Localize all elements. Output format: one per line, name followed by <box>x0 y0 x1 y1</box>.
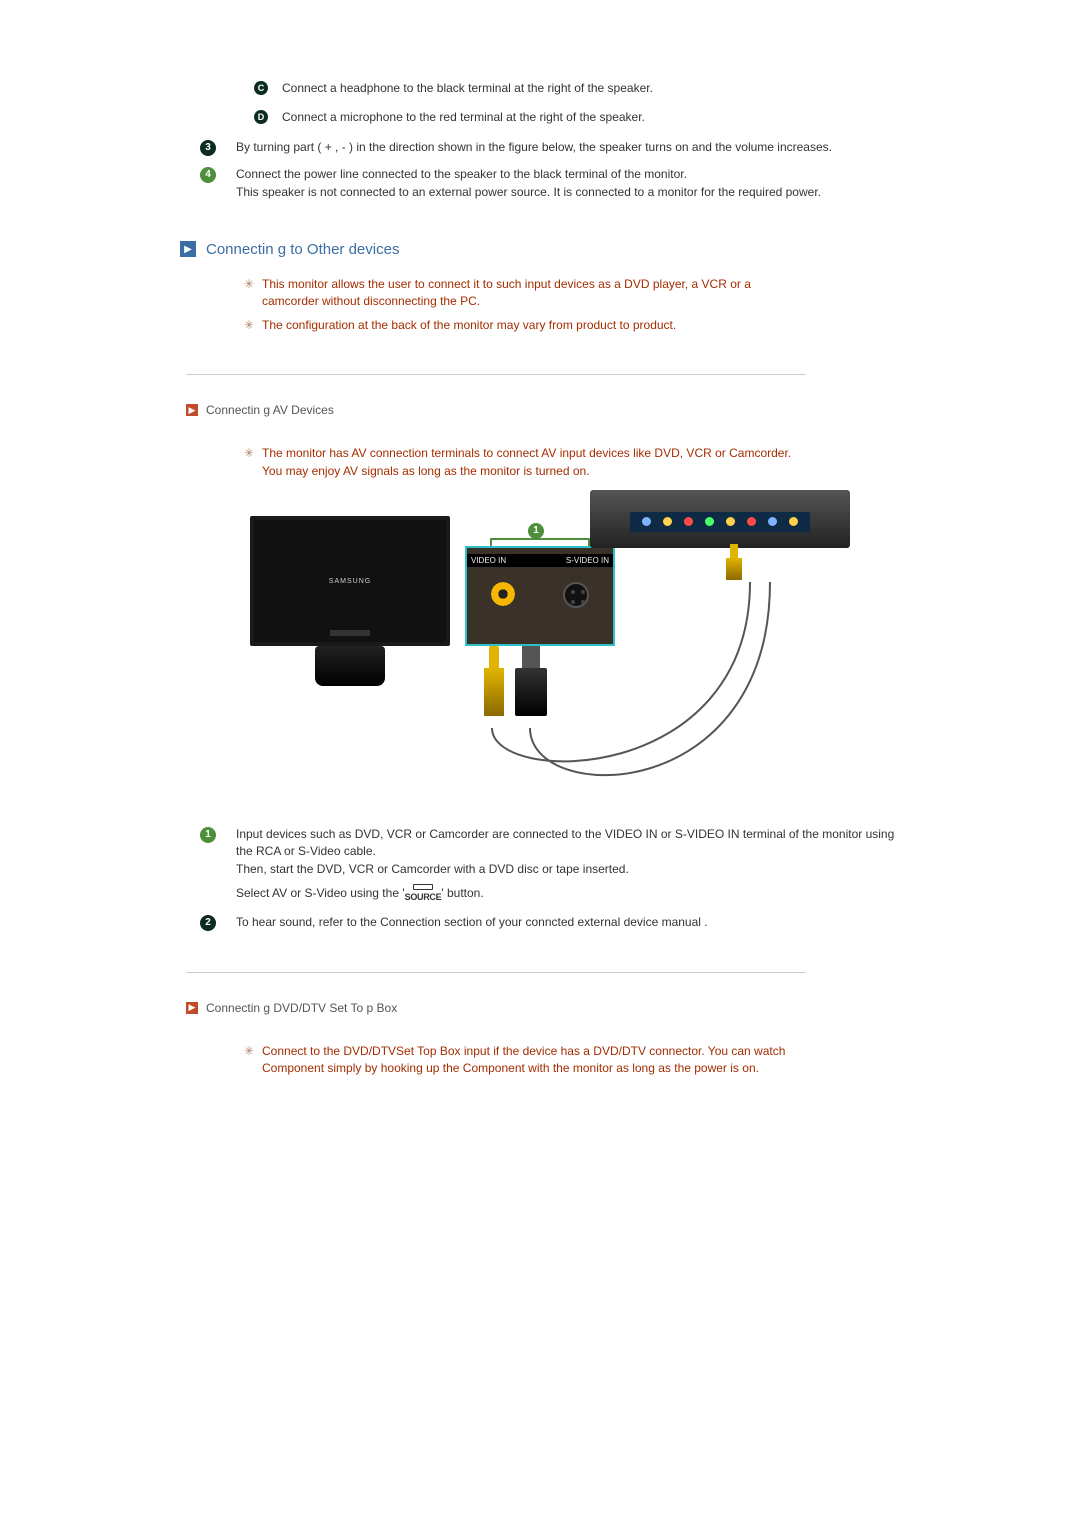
step-text: Connect the power line connected to the … <box>228 166 900 201</box>
rca-jack-icon <box>491 582 515 606</box>
port-label-video-in: VIDEO IN <box>471 556 506 565</box>
step-line: Input devices such as DVD, VCR or Camcor… <box>236 826 900 861</box>
note-mark-icon: ✳ <box>244 317 262 332</box>
callout-line <box>490 538 590 546</box>
note-mark-icon: ✳ <box>244 445 262 460</box>
step-line: Then, start the DVD, VCR or Camcorder wi… <box>236 861 900 878</box>
stb-port-panel <box>630 512 810 532</box>
letter-badge-icon: C <box>254 81 268 95</box>
subsection-header: ▶ Connectin g DVD/DTV Set To p Box <box>186 1001 900 1015</box>
letter-text: Connect a microphone to the red terminal… <box>272 109 900 126</box>
document-body: C Connect a headphone to the black termi… <box>180 80 900 1077</box>
subsection-header: ▶ Connectin g AV Devices <box>186 403 900 417</box>
step-item: 1 Input devices such as DVD, VCR or Camc… <box>180 826 900 904</box>
arrow-right-icon: ▶ <box>186 1002 198 1014</box>
rca-plug-icon <box>484 646 504 726</box>
letter-badge-icon: D <box>254 110 268 124</box>
letter-text: Connect a headphone to the black termina… <box>272 80 900 97</box>
section-title: Connectin g to Other devices <box>206 241 399 258</box>
divider <box>186 972 806 973</box>
source-button-icon: SOURCE <box>405 884 442 904</box>
subsection-title: Connectin g DVD/DTV Set To p Box <box>206 1001 397 1015</box>
note-mark-icon: ✳ <box>244 276 262 291</box>
note-row: ✳ This monitor allows the user to connec… <box>244 276 900 311</box>
svideo-plug-icon <box>515 646 547 726</box>
step-num-badge-icon: 1 <box>200 827 216 843</box>
rca-plug-icon <box>726 544 742 580</box>
arrow-right-icon: ▶ <box>186 404 198 416</box>
step-text: Input devices such as DVD, VCR or Camcor… <box>228 826 900 904</box>
note-row: ✳ The monitor has AV connection terminal… <box>244 445 900 480</box>
step-item: 4 Connect the power line connected to th… <box>180 166 900 201</box>
arrow-right-icon: ▶ <box>180 241 196 257</box>
step-num-badge-icon: 2 <box>200 915 216 931</box>
step-item: 2 To hear sound, refer to the Connection… <box>180 914 900 931</box>
step-num-badge-icon: 3 <box>200 140 216 156</box>
av-connection-diagram: SAMSUNG 1 VIDEO IN S-VIDEO IN <box>230 486 850 766</box>
port-label-svideo-in: S-VIDEO IN <box>566 556 609 565</box>
divider <box>186 374 806 375</box>
note-text: This monitor allows the user to connect … <box>262 276 802 311</box>
note-text: The configuration at the back of the mon… <box>262 317 802 334</box>
step-num-badge-icon: 4 <box>200 167 216 183</box>
step-text: By turning part ( + , - ) in the directi… <box>228 139 900 156</box>
note-text: Connect to the DVD/DTVSet Top Box input … <box>262 1043 802 1078</box>
note-text: The monitor has AV connection terminals … <box>262 445 802 480</box>
letter-item: D Connect a microphone to the red termin… <box>180 109 900 126</box>
section-header: ▶ Connectin g to Other devices <box>180 241 900 258</box>
note-row: ✳ Connect to the DVD/DTVSet Top Box inpu… <box>244 1043 900 1078</box>
note-mark-icon: ✳ <box>244 1043 262 1058</box>
note-row: ✳ The configuration at the back of the m… <box>244 317 900 334</box>
step-line: Select AV or S-Video using the 'SOURCE' … <box>236 884 900 904</box>
step-text-frag: Select AV or S-Video using the ' <box>236 886 405 900</box>
subsection-title: Connectin g AV Devices <box>206 403 334 417</box>
svideo-jack-icon <box>563 582 589 608</box>
monitor-brand: SAMSUNG <box>329 578 371 585</box>
port-panel: VIDEO IN S-VIDEO IN <box>465 546 615 646</box>
letter-item: C Connect a headphone to the black termi… <box>180 80 900 97</box>
cable-plugs <box>480 646 551 729</box>
set-top-box-icon <box>590 490 850 548</box>
monitor-icon: SAMSUNG <box>250 516 450 686</box>
diagram-callout-badge-icon: 1 <box>528 523 544 539</box>
step-text: To hear sound, refer to the Connection s… <box>228 914 900 931</box>
step-text-frag: ' button. <box>441 886 483 900</box>
step-item: 3 By turning part ( + , - ) in the direc… <box>180 139 900 156</box>
